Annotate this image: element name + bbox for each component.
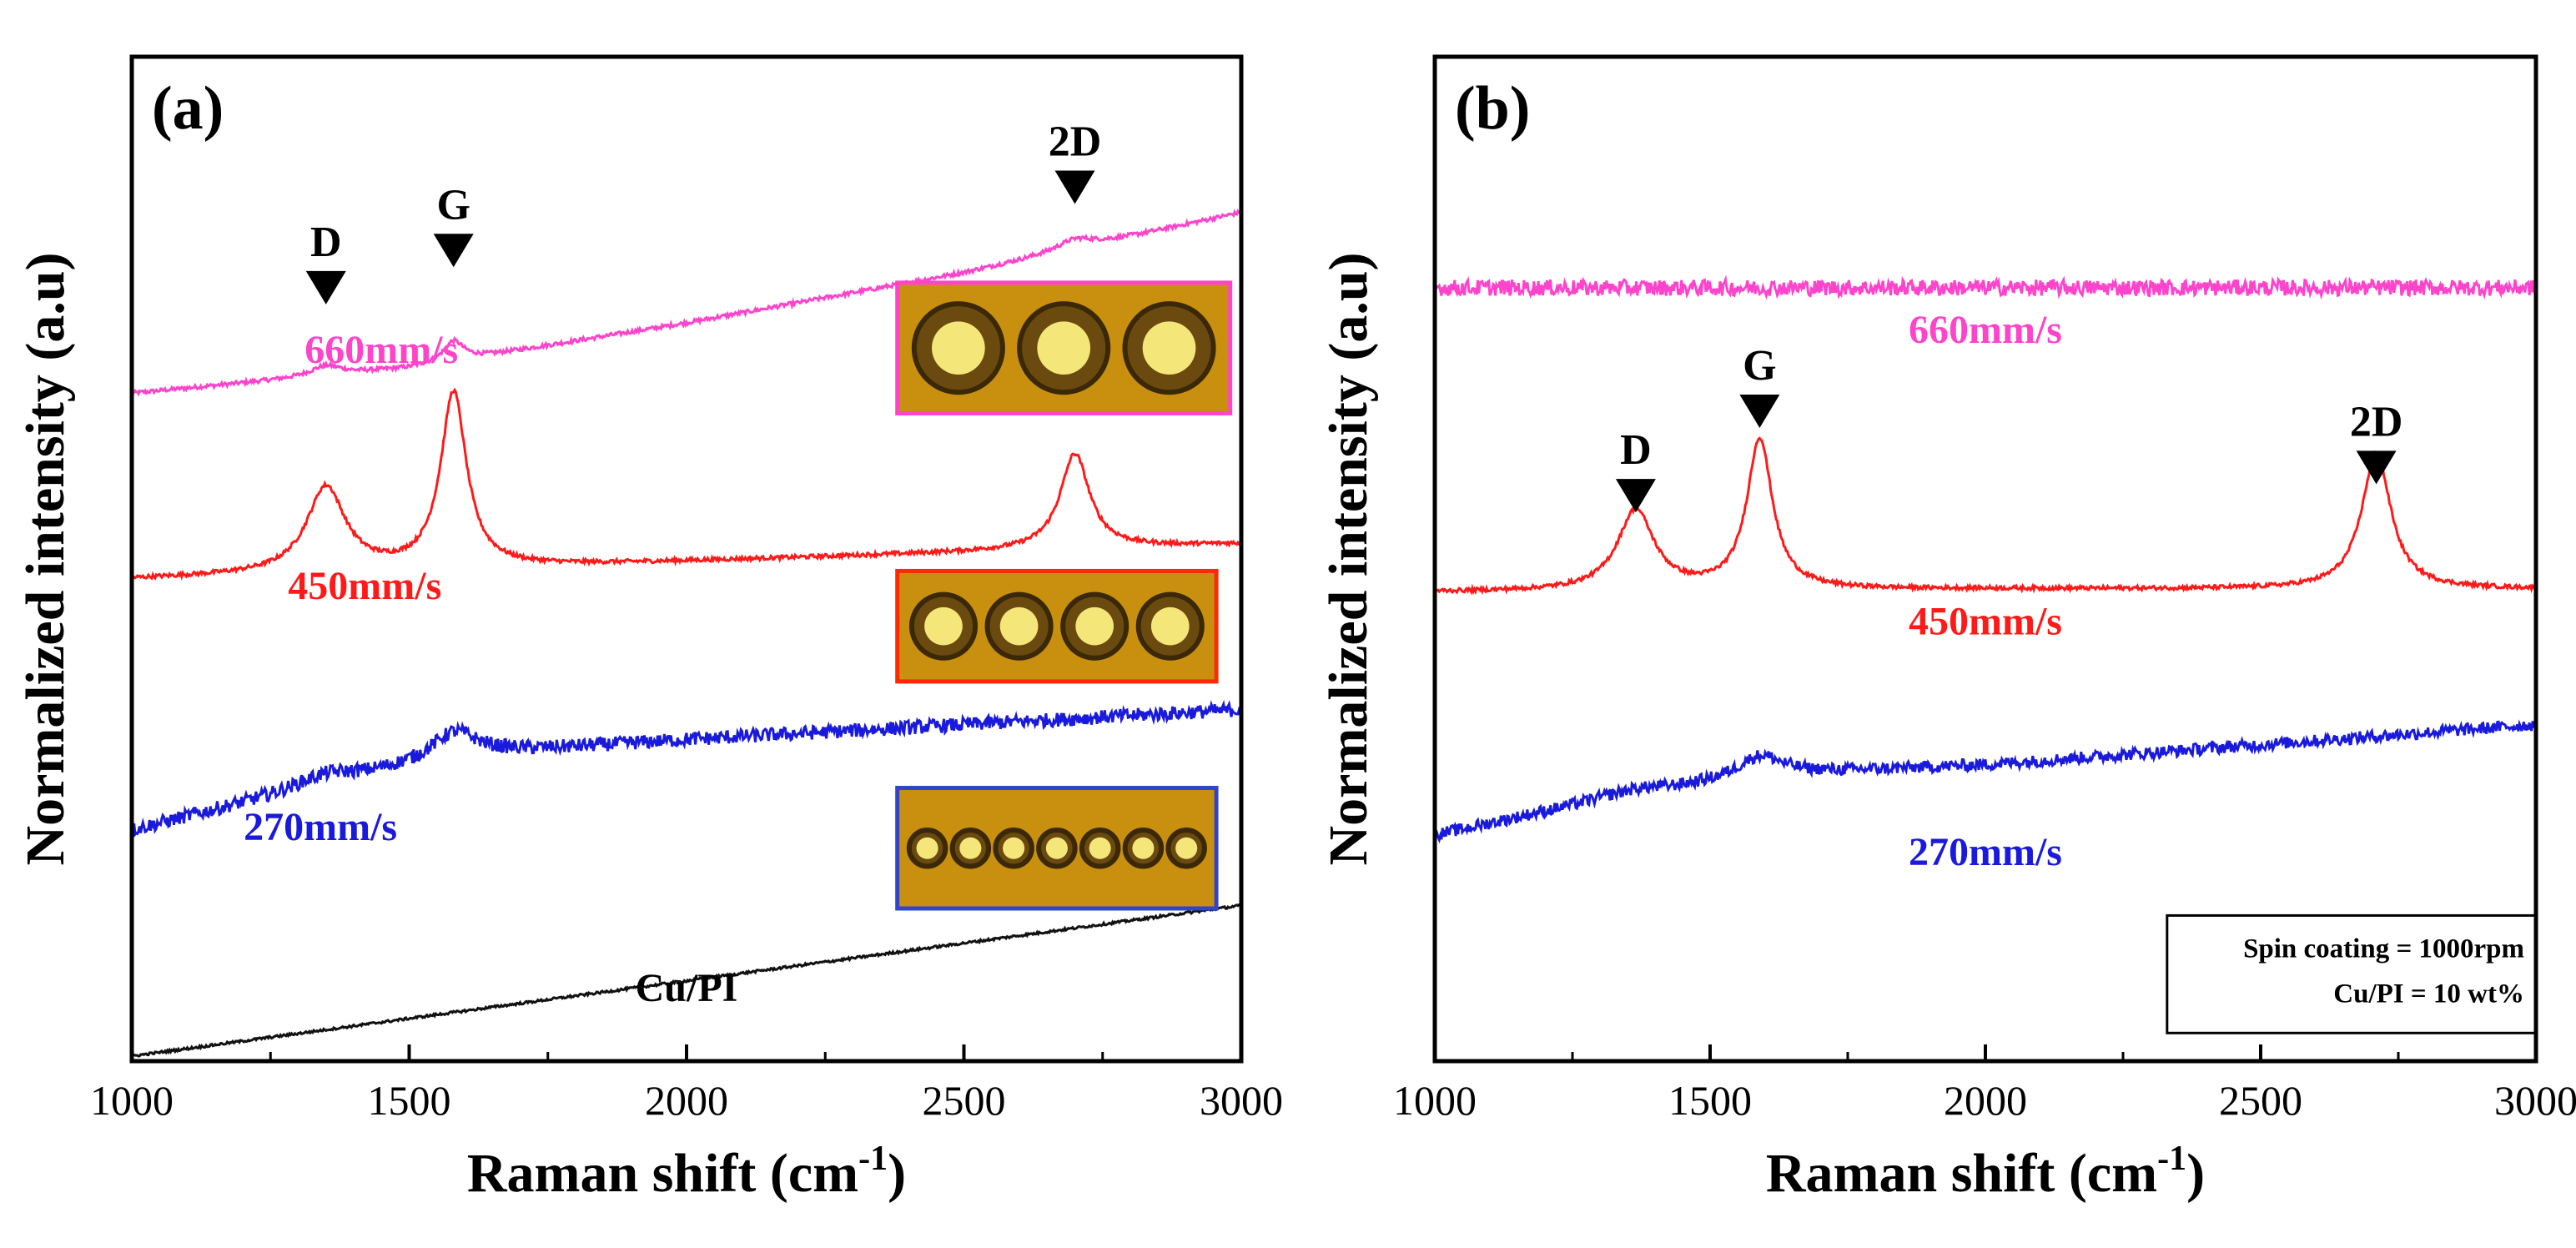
laser-spot-center	[1142, 321, 1196, 375]
laser-spot-center	[1150, 606, 1190, 646]
peak-label: G	[1743, 342, 1776, 390]
peak-label: D	[310, 219, 342, 266]
laser-spot-center	[924, 606, 963, 646]
series-label: 660mm/s	[1909, 308, 2062, 352]
peak-label: 2D	[2350, 398, 2403, 445]
peak-marker	[305, 270, 346, 304]
x-tick-label: 1000	[1393, 1077, 1477, 1124]
series-line-660mm/s	[1435, 274, 2536, 300]
peak-marker	[433, 234, 474, 268]
peak-marker	[2356, 450, 2397, 485]
laser-spot-center	[1089, 837, 1111, 859]
laser-spot-center	[916, 837, 938, 859]
laser-spot-center	[999, 606, 1039, 646]
laser-spot-center	[1045, 837, 1068, 859]
x-axis-title: Raman shift (cm-1)	[467, 1140, 906, 1204]
series-line-270mm/s	[1435, 719, 2536, 844]
series-label: Cu/PI	[636, 966, 738, 1010]
chart-panel-b: 660mm/s 450mm/s 270mm/s D G 2D Spin coating = …	[1318, 54, 2576, 1204]
laser-spot-center	[932, 321, 985, 375]
peak-marker	[1739, 394, 1780, 428]
y-axis-title: Normalized intensity (a.u)	[1318, 252, 1379, 865]
series-line-270mm/s	[132, 699, 1241, 840]
series-line-660mm/s	[132, 209, 1241, 397]
info-box	[2166, 913, 2538, 1034]
series-label: 660mm/s	[304, 328, 458, 372]
plot-frame	[1432, 54, 2538, 1064]
laser-spot-center	[1132, 837, 1155, 859]
series-line-450mm/s	[132, 387, 1241, 581]
x-tick-label: 2000	[1944, 1077, 2027, 1124]
y-axis-title: Normalized intensity (a.u)	[15, 252, 76, 865]
peak-marker	[1615, 479, 1656, 513]
laser-spot-center	[1175, 837, 1198, 859]
x-tick-label: 3000	[2494, 1077, 2576, 1124]
series-line-450mm/s	[1435, 436, 2536, 596]
x-axis-title-superscript: -1	[2157, 1140, 2186, 1178]
series-label: 270mm/s	[1909, 830, 2062, 874]
microscope-inset	[895, 280, 1233, 415]
laser-spot-center	[1003, 837, 1025, 859]
x-axis-title-end: )	[2186, 1143, 2205, 1204]
peak-marker	[1054, 170, 1095, 204]
x-tick-label: 2000	[645, 1077, 728, 1124]
x-tick-label: 1000	[90, 1077, 174, 1124]
chart-panel-a: 660mm/s 450mm/s 270mm/s Cu/PI D G 2D 1000 1500 20…	[15, 54, 1283, 1204]
peak-label: 2D	[1049, 118, 1102, 165]
x-axis-title-superscript: -1	[858, 1140, 888, 1178]
laser-spot-center	[959, 837, 982, 859]
x-axis-title-main: Raman shift (cm	[1766, 1143, 2157, 1204]
x-axis-title-end: )	[888, 1143, 906, 1204]
x-tick-label: 3000	[1200, 1077, 1283, 1124]
laser-spot-center	[1075, 606, 1114, 646]
series-label: 450mm/s	[1909, 599, 2062, 643]
info-line: Cu/PI = 10 wt%	[2333, 979, 2524, 1009]
x-tick-label: 2500	[923, 1077, 1006, 1124]
x-tick-label: 2500	[2219, 1077, 2302, 1124]
series-label: 450mm/s	[288, 564, 441, 608]
x-axis-title-main: Raman shift (cm	[467, 1143, 858, 1204]
laser-spot-center	[1037, 321, 1091, 375]
x-tick-label: 1500	[368, 1077, 451, 1124]
panel-label: (a)	[152, 74, 224, 143]
peak-label: G	[436, 181, 470, 229]
panel-label: (b)	[1455, 74, 1530, 143]
series-line-Cu/PI	[132, 903, 1241, 1058]
info-line: Spin coating = 1000rpm	[2243, 933, 2524, 964]
x-axis-title: Raman shift (cm-1)	[1766, 1140, 2205, 1204]
peak-label: D	[1620, 426, 1652, 474]
microscope-inset	[895, 786, 1219, 911]
x-tick-label: 1500	[1668, 1077, 1752, 1124]
microscope-inset	[895, 568, 1219, 684]
series-label: 270mm/s	[244, 805, 397, 849]
